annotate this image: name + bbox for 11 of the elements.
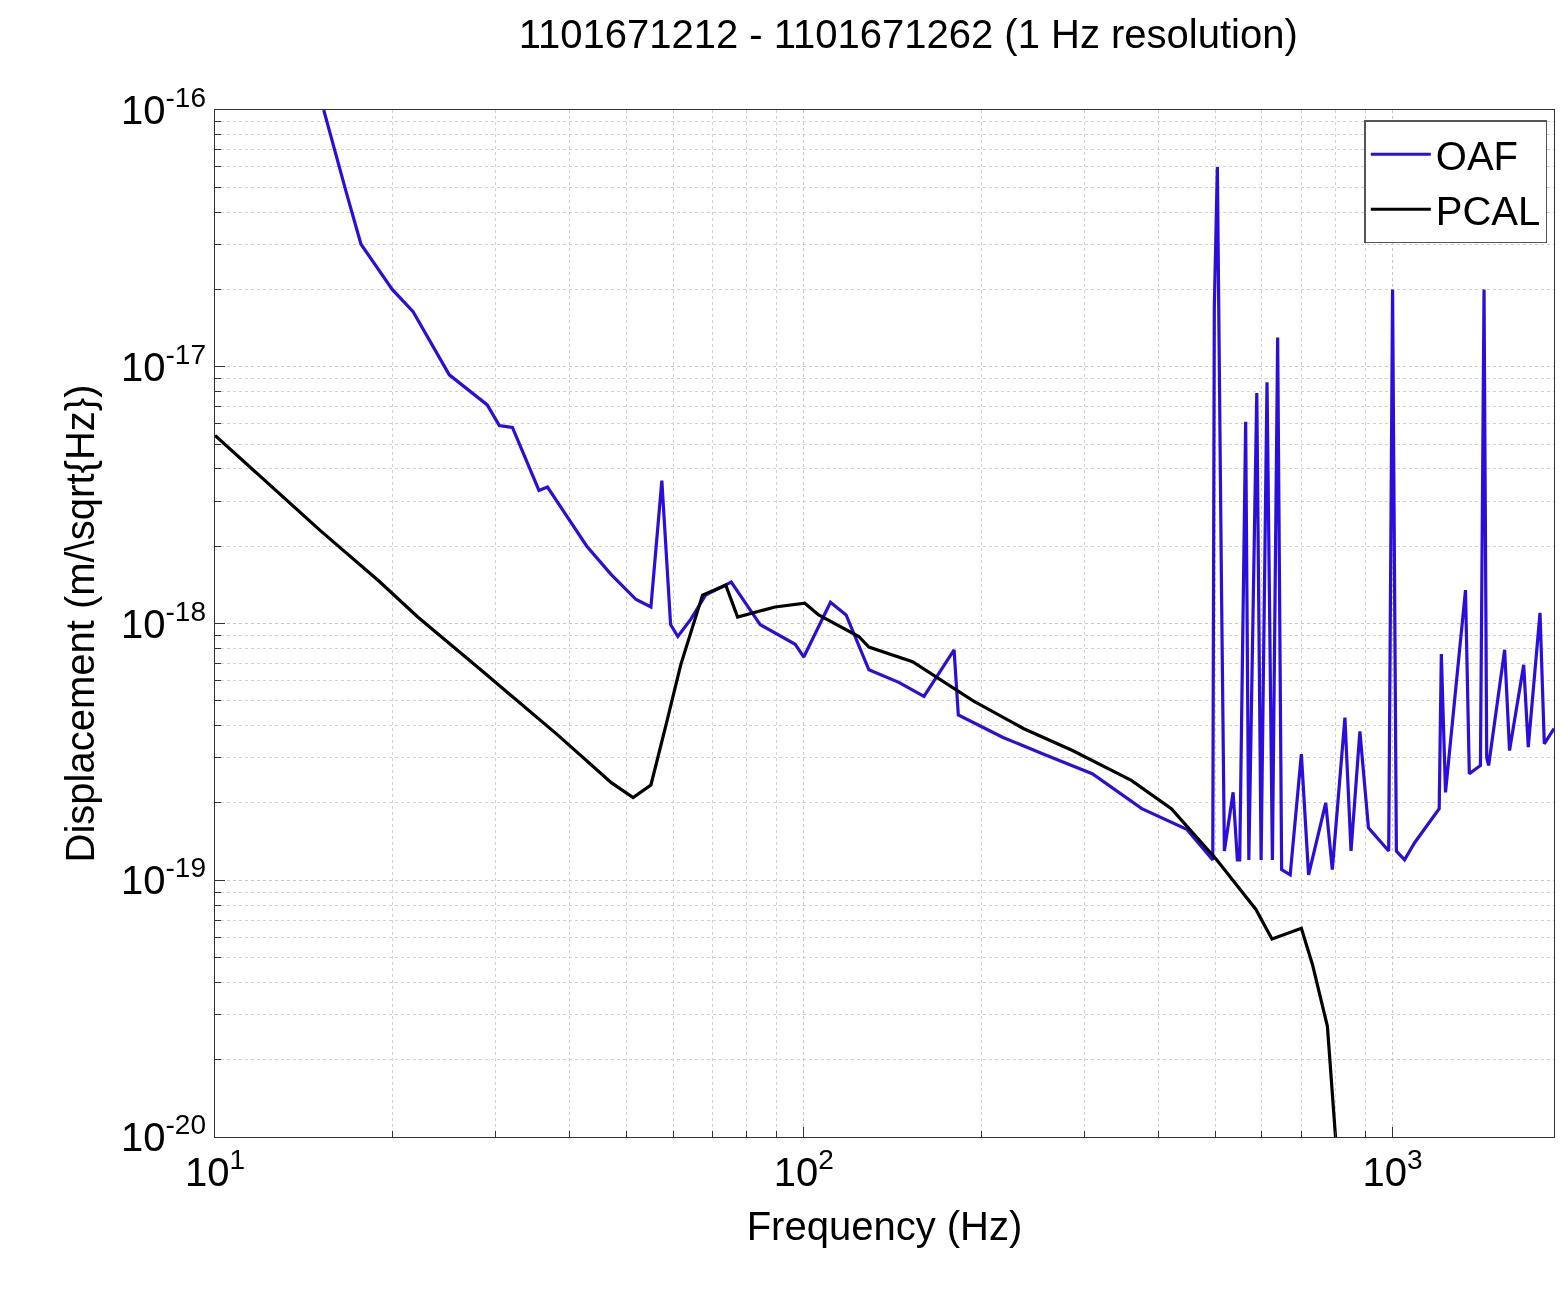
y-tick-label: 10$^{-18}$ xyxy=(121,595,206,646)
y-tick-label: 10$^{-16}$ xyxy=(121,82,206,132)
y-axis-title: Displacement (m/\sqrt{Hz}) xyxy=(57,384,102,863)
x-tick-label: 10$^{3}$ xyxy=(1362,1144,1423,1194)
x-axis-title: Frequency (Hz) xyxy=(746,1203,1023,1248)
legend-label: PCAL xyxy=(1435,188,1541,233)
y-tick-label: 10$^{-17}$ xyxy=(121,338,206,389)
y-tick-label: 10$^{-19}$ xyxy=(121,852,206,903)
x-tick-label: 10$^{2}$ xyxy=(773,1144,834,1194)
legend-label: OAF xyxy=(1435,133,1519,178)
chart-title: 1101671212 - 1101671262 (1 Hz resolution) xyxy=(518,11,1298,56)
